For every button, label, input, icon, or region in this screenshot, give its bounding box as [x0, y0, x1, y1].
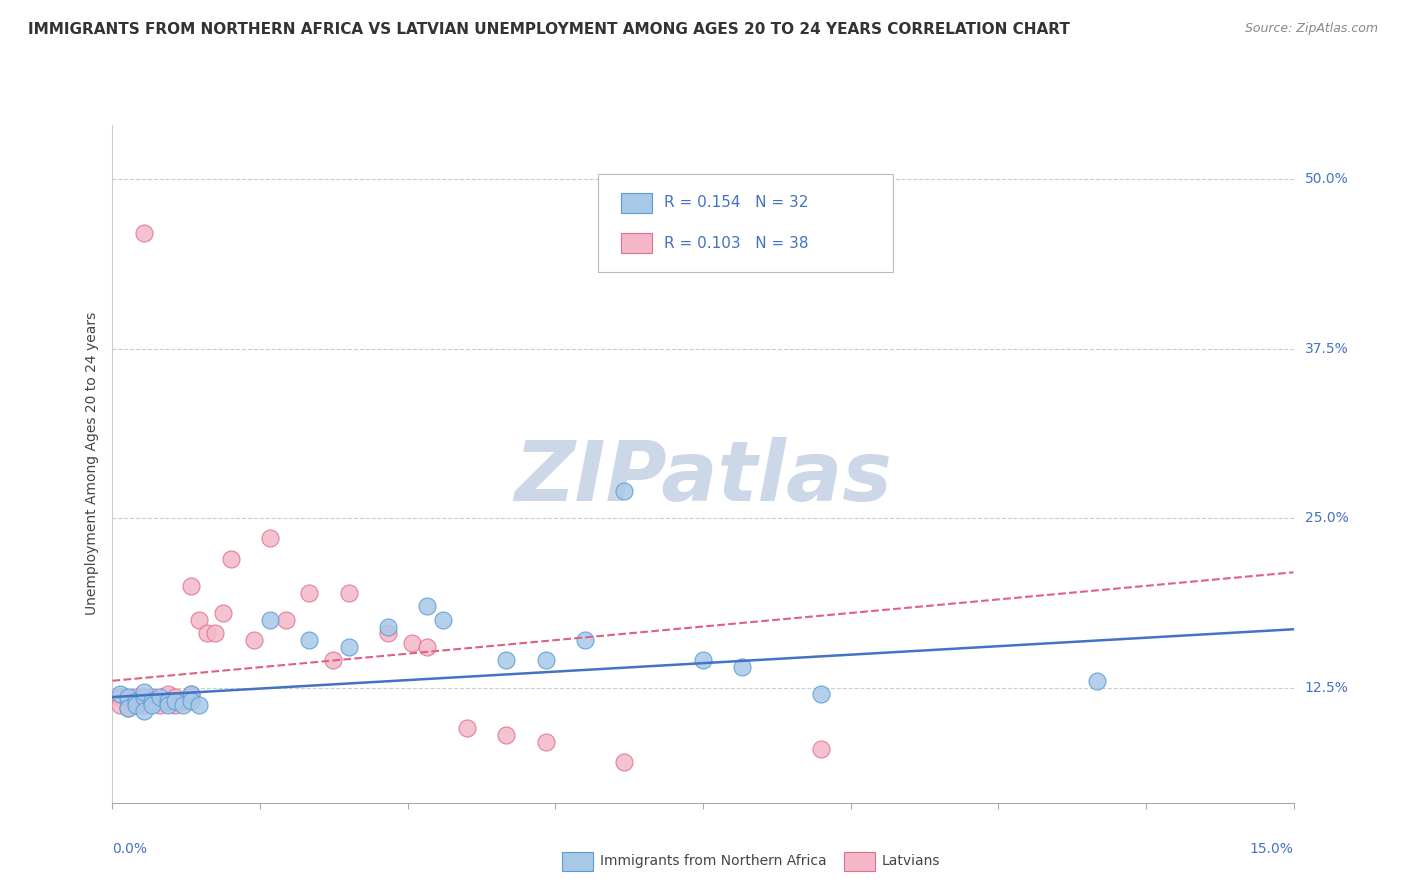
Text: ZIPatlas: ZIPatlas [515, 437, 891, 518]
Point [337, 585, 360, 599]
Point [534, 735, 557, 749]
Point [125, 694, 148, 708]
Point [298, 633, 321, 648]
Point [117, 694, 139, 708]
Point [132, 227, 155, 241]
Text: Source: ZipAtlas.com: Source: ZipAtlas.com [1244, 22, 1378, 36]
Point [188, 698, 211, 713]
Text: IMMIGRANTS FROM NORTHERN AFRICA VS LATVIAN UNEMPLOYMENT AMONG AGES 20 TO 24 YEAR: IMMIGRANTS FROM NORTHERN AFRICA VS LATVI… [28, 22, 1070, 37]
Point [416, 599, 439, 614]
Text: R = 0.154   N = 32: R = 0.154 N = 32 [664, 195, 808, 211]
Point [110, 698, 132, 713]
Point [132, 698, 155, 713]
Text: 0.0%: 0.0% [112, 842, 148, 855]
Point [337, 640, 360, 654]
Point [810, 687, 832, 701]
Point [117, 701, 139, 715]
Point [125, 698, 148, 713]
Point [188, 613, 211, 627]
Point [211, 606, 233, 620]
Text: 25.0%: 25.0% [1305, 511, 1348, 525]
Point [165, 698, 187, 713]
Point [172, 698, 194, 713]
Point [165, 690, 187, 704]
Point [156, 694, 179, 708]
Point [259, 532, 281, 546]
Point [125, 690, 148, 704]
Point [132, 690, 155, 704]
Point [195, 626, 218, 640]
Point [534, 653, 557, 667]
Point [149, 698, 172, 713]
Point [613, 483, 636, 498]
Text: Latvians: Latvians [882, 854, 941, 868]
Point [110, 690, 132, 704]
Point [322, 653, 344, 667]
Point [377, 626, 399, 640]
Point [432, 613, 454, 627]
Point [495, 653, 517, 667]
Point [180, 579, 202, 593]
Point [613, 755, 636, 769]
Point [110, 687, 132, 701]
Point [574, 633, 596, 648]
Text: 15.0%: 15.0% [1250, 842, 1294, 855]
Point [141, 694, 163, 708]
Text: R = 0.103   N = 38: R = 0.103 N = 38 [664, 235, 808, 251]
Point [219, 551, 242, 566]
Text: 50.0%: 50.0% [1305, 172, 1348, 186]
Point [401, 636, 423, 650]
Point [141, 698, 163, 713]
Point [1085, 673, 1108, 688]
Point [156, 694, 179, 708]
Point [259, 613, 281, 627]
Point [172, 694, 194, 708]
Point [141, 694, 163, 708]
Point [132, 684, 155, 698]
Point [149, 694, 172, 708]
Point [377, 619, 399, 633]
Point [180, 687, 202, 701]
Point [141, 690, 163, 704]
Point [495, 728, 517, 742]
Point [274, 613, 297, 627]
Point [456, 721, 478, 735]
Point [156, 698, 179, 713]
Text: 12.5%: 12.5% [1305, 681, 1348, 695]
Point [243, 633, 266, 648]
Point [180, 687, 202, 701]
Point [692, 653, 714, 667]
Point [149, 690, 172, 704]
Point [731, 660, 754, 674]
Point [156, 687, 179, 701]
Point [416, 640, 439, 654]
Point [125, 698, 148, 713]
Text: 37.5%: 37.5% [1305, 342, 1348, 356]
Y-axis label: Unemployment Among Ages 20 to 24 years: Unemployment Among Ages 20 to 24 years [84, 312, 98, 615]
Point [165, 694, 187, 708]
Point [132, 704, 155, 718]
Point [298, 585, 321, 599]
Point [117, 701, 139, 715]
Point [204, 626, 226, 640]
Point [810, 741, 832, 756]
Text: Immigrants from Northern Africa: Immigrants from Northern Africa [600, 854, 827, 868]
Point [117, 690, 139, 704]
Point [180, 694, 202, 708]
